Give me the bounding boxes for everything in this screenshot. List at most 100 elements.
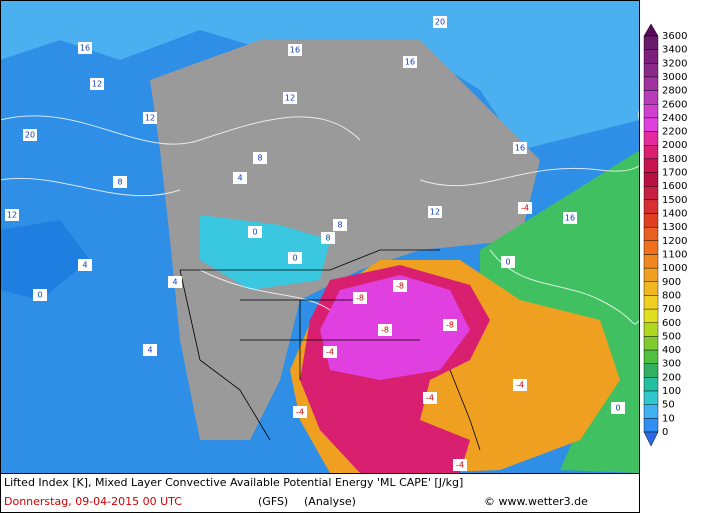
- scale-label: 50: [662, 400, 675, 411]
- map-label: 0: [37, 291, 42, 300]
- scale-swatch: [643, 308, 659, 323]
- map-label: 12: [145, 114, 155, 123]
- map-label: 20: [25, 131, 35, 140]
- map-label-box: [513, 142, 527, 154]
- scale-swatch: [643, 404, 659, 419]
- map-label: 0: [292, 254, 297, 263]
- map-label-box: [611, 402, 625, 414]
- map-label-box: [453, 459, 467, 471]
- scale-swatch: [643, 145, 659, 160]
- scale-swatch: [643, 117, 659, 132]
- field-cyan2: [200, 215, 330, 290]
- map-label-box: [90, 78, 104, 90]
- footer-title: Lifted Index [K], Mixed Layer Convective…: [4, 476, 463, 489]
- map-label: 4: [82, 261, 87, 270]
- footer-date: Donnerstag, 09-04-2015 00 UTC: [4, 495, 182, 508]
- map-label-box: [393, 280, 407, 292]
- field-blue: [0, 220, 90, 300]
- map-label-box: [113, 176, 127, 188]
- map-label-box: [288, 252, 302, 264]
- map-label: 16: [565, 214, 575, 223]
- scale-label: 1800: [662, 154, 687, 165]
- map-label-box: [78, 42, 92, 54]
- footer-credit: © www.wetter3.de: [484, 495, 588, 508]
- scale-label: 700: [662, 304, 681, 315]
- map-label: 0: [505, 258, 510, 267]
- map-label: 12: [92, 80, 102, 89]
- map-label: -4: [296, 408, 304, 417]
- map-label-box: [353, 292, 367, 304]
- scale-swatch: [643, 349, 659, 364]
- scale-swatch: [643, 254, 659, 269]
- map-label-box: [501, 256, 515, 268]
- map-label: 16: [515, 144, 525, 153]
- map-label-box: [443, 319, 457, 331]
- map-label: 12: [7, 211, 17, 220]
- scale-label: 600: [662, 318, 681, 329]
- footer-model: (GFS): [258, 495, 288, 508]
- contours: [0, 109, 647, 325]
- scale-swatch: [643, 63, 659, 78]
- map-label: 0: [615, 404, 620, 413]
- map-label: 8: [257, 154, 262, 163]
- map-label-box: [293, 406, 307, 418]
- scale-swatch: [643, 267, 659, 282]
- scale-label: 3600: [662, 31, 687, 42]
- map-label-box: [168, 276, 182, 288]
- map-label: -8: [356, 294, 364, 303]
- map-label: -4: [521, 204, 529, 213]
- map-label-box: [321, 232, 335, 244]
- scale-swatch: [643, 76, 659, 91]
- scale-label: 500: [662, 331, 681, 342]
- map-label: 16: [405, 58, 415, 67]
- map-label: -4: [426, 394, 434, 403]
- map-label-box: [143, 344, 157, 356]
- scale-label: 300: [662, 359, 681, 370]
- map-label-box: [513, 379, 527, 391]
- scale-swatch: [643, 295, 659, 310]
- scale-swatch: [643, 322, 659, 337]
- scale-swatch: [643, 35, 659, 50]
- map-label-box: [283, 92, 297, 104]
- scale-label: 900: [662, 277, 681, 288]
- scale-label: 2000: [662, 140, 687, 151]
- scale-swatch: [643, 363, 659, 378]
- scale-swatch: [643, 240, 659, 255]
- map-label-box: [248, 226, 262, 238]
- scale-label: 100: [662, 386, 681, 397]
- map-label: 4: [147, 346, 152, 355]
- scale-label: 2200: [662, 127, 687, 138]
- scale-label: 1400: [662, 209, 687, 220]
- scale-swatch: [643, 90, 659, 105]
- footer-run: (Analyse): [304, 495, 356, 508]
- map-label-box: [78, 259, 92, 271]
- map-label: 16: [290, 46, 300, 55]
- scale-label: 200: [662, 372, 681, 383]
- map-label-box: [563, 212, 577, 224]
- scale-bottom-tip: [643, 431, 659, 447]
- scale-swatch: [643, 336, 659, 351]
- scale-label: 1000: [662, 263, 687, 274]
- map-label-box: [33, 289, 47, 301]
- field-cyan: [0, 0, 640, 150]
- scale-swatch: [643, 104, 659, 119]
- map-label-box: [433, 16, 447, 28]
- borders: [179, 249, 481, 451]
- scale-swatch: [643, 226, 659, 242]
- scale-swatch: [643, 186, 659, 201]
- scale-label: 2800: [662, 86, 687, 97]
- map-label: 8: [117, 178, 122, 187]
- scale-swatch: [643, 213, 659, 228]
- scale-label: 800: [662, 290, 681, 301]
- scale-swatch: [643, 49, 659, 64]
- map-label: 20: [435, 18, 445, 27]
- map-label-box: [233, 172, 247, 184]
- scale-label: 3400: [662, 45, 687, 56]
- scale-label: 1100: [662, 249, 687, 260]
- map-label: 4: [172, 278, 177, 287]
- scale-swatch: [643, 158, 659, 173]
- map: [0, 0, 647, 473]
- map-label-box: [403, 56, 417, 68]
- map-label: -4: [456, 461, 464, 470]
- scale-label: 1500: [662, 195, 687, 206]
